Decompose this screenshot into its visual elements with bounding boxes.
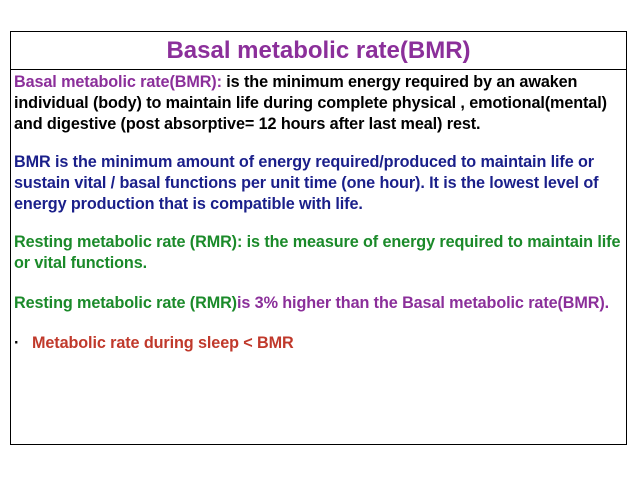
- rmr-term: Resting metabolic rate (RMR): [14, 294, 237, 312]
- paragraph-bmr-explanation: BMR is the minimum amount of energy requ…: [14, 152, 626, 215]
- bullet-marker: ·: [14, 334, 20, 352]
- slide-title: Basal metabolic rate(BMR): [11, 32, 626, 70]
- bmr-definition-text: is the minimum energy required by an awa…: [14, 73, 607, 133]
- bullet-sleep-rate: · Metabolic rate during sleep < BMR: [14, 333, 626, 354]
- bmr-explanation-text: BMR is the minimum amount of energy requ…: [14, 153, 599, 213]
- bmr-term: Basal metabolic rate(BMR):: [14, 73, 222, 91]
- paragraph-rmr-definition: Resting metabolic rate (RMR): is the mea…: [14, 232, 626, 274]
- bullet-text: Metabolic rate during sleep < BMR: [32, 334, 294, 352]
- rmr-comparison-text: is 3% higher than the Basal metabolic ra…: [236, 294, 610, 312]
- paragraph-bmr-definition: Basal metabolic rate(BMR): is the minimu…: [14, 72, 626, 135]
- title-text: Basal metabolic rate(BMR): [166, 37, 471, 64]
- slide-body: Basal metabolic rate(BMR): is the minimu…: [14, 72, 626, 371]
- slide-frame: Basal metabolic rate(BMR) Basal metaboli…: [10, 31, 627, 445]
- paragraph-rmr-comparison: Resting metabolic rate (RMR)is 3% higher…: [14, 293, 626, 314]
- rmr-definition-text: Resting metabolic rate (RMR): is the mea…: [14, 233, 621, 272]
